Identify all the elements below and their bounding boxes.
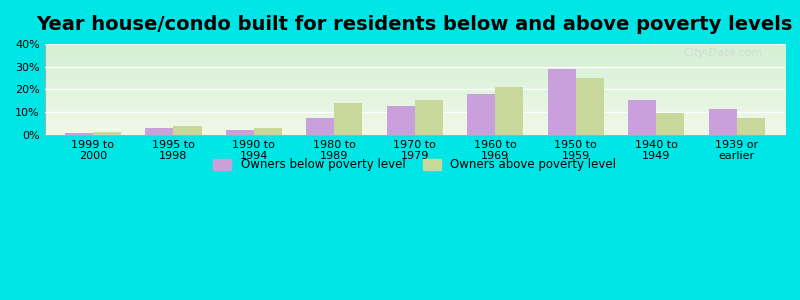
Bar: [306, 118, 334, 135]
Bar: [576, 78, 604, 135]
Bar: [93, 132, 121, 135]
Legend: Owners below poverty level, Owners above poverty level: Owners below poverty level, Owners above…: [209, 154, 621, 176]
Bar: [174, 126, 202, 135]
Bar: [467, 94, 495, 135]
Bar: [709, 109, 737, 135]
Bar: [495, 87, 523, 135]
Bar: [415, 100, 443, 135]
Bar: [547, 69, 576, 135]
Bar: [628, 100, 656, 135]
Bar: [334, 103, 362, 135]
Bar: [656, 113, 685, 135]
Bar: [65, 133, 93, 135]
Title: Year house/condo built for residents below and above poverty levels: Year house/condo built for residents bel…: [37, 15, 793, 34]
Bar: [146, 128, 174, 135]
Text: City-Data.com: City-Data.com: [683, 48, 762, 59]
Bar: [386, 106, 415, 135]
Bar: [254, 128, 282, 135]
Bar: [737, 118, 765, 135]
Bar: [226, 130, 254, 135]
